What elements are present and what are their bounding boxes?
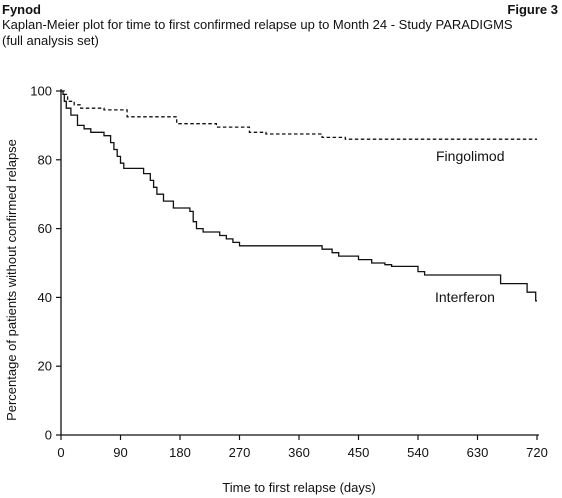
chart-title: Kaplan-Meier plot for time to first conf…	[2, 17, 558, 49]
interferon-series-label: Interferon	[435, 289, 495, 305]
series-line-interferon	[61, 90, 537, 302]
series-lines	[61, 90, 537, 302]
x-tick-label: 0	[57, 445, 64, 460]
y-tick-label: 80	[38, 152, 52, 167]
axes: 0 90 180 270 360 450 540 630 720 0 20 40 60 80 100	[30, 84, 548, 461]
figure-number: Figure 3	[507, 2, 558, 17]
series-line-fingolimod	[61, 90, 537, 140]
x-tick-label: 450	[348, 445, 370, 460]
y-tick-label: 0	[45, 428, 52, 443]
y-tick-label: 40	[38, 290, 52, 305]
x-tick-label: 630	[467, 445, 489, 460]
y-tick-label: 100	[30, 84, 52, 99]
x-tick-label: 180	[169, 445, 191, 460]
x-tick-label: 720	[526, 445, 548, 460]
fingolimod-series-label: Fingolimod	[436, 148, 504, 164]
x-axis-label: Time to first relapse (days)	[222, 480, 375, 495]
x-tick-label: 540	[407, 445, 429, 460]
chart-title-line-1: Kaplan-Meier plot for time to first conf…	[2, 17, 513, 32]
y-tick-label: 60	[38, 221, 52, 236]
x-tick-label: 270	[229, 445, 251, 460]
x-tick-label: 90	[113, 445, 127, 460]
drug-name: Fynod	[2, 2, 41, 17]
y-axis-label: Percentage of patients without confirmed…	[4, 139, 19, 421]
y-tick-label: 20	[38, 359, 52, 374]
chart-title-line-2: (full analysis set)	[2, 33, 99, 48]
x-tick-label: 360	[288, 445, 310, 460]
